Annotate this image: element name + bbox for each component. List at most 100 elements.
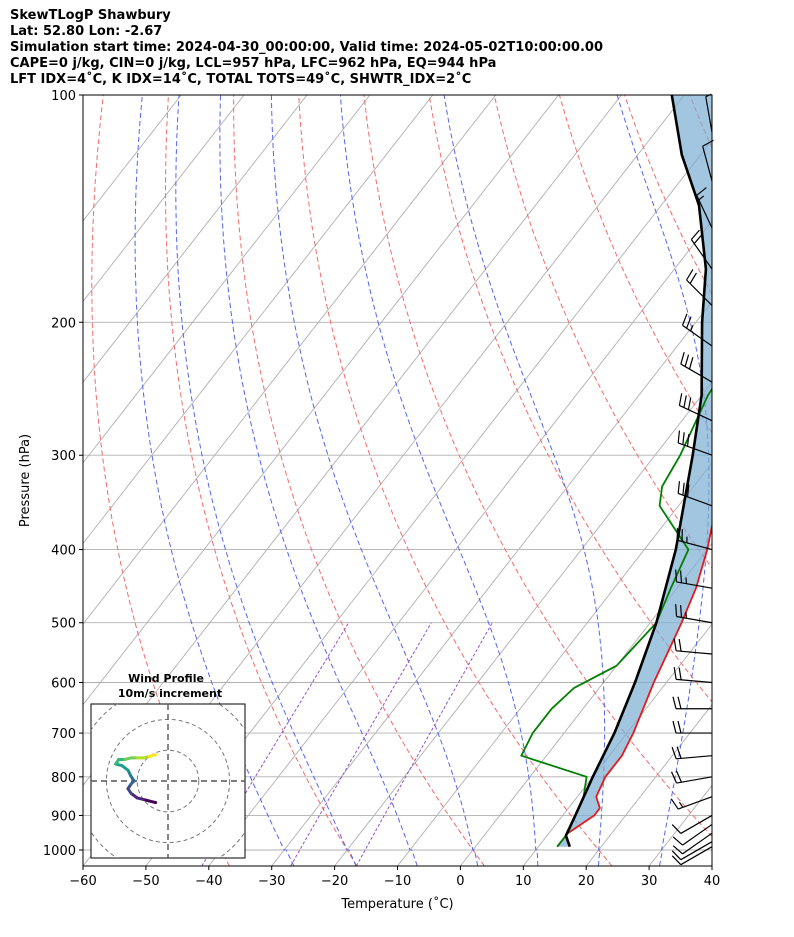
wind-barb-flag: [686, 433, 690, 447]
mixing-ratio-line: [290, 622, 432, 866]
x-tick-label: 40: [704, 874, 721, 889]
chart-title-line-2: Lat: 52.80 Lon: -2.67: [10, 24, 163, 39]
y-tick-label: 600: [51, 677, 76, 692]
wind-barb: [690, 229, 713, 270]
wind-barb-shaft: [682, 832, 713, 855]
x-tick-label: 30: [641, 874, 658, 889]
isotherm-line: [460, 542, 712, 866]
hodograph-segment: [148, 753, 158, 758]
dewpoint-line: [520, 387, 712, 848]
wind-barb-shaft: [696, 195, 713, 229]
wind-profile-inset: Wind Profile 10m/s increment: [90, 672, 246, 859]
wind-barb-flag: [683, 395, 687, 408]
moist-adiabat-line: [134, 95, 295, 866]
wind-barb-shaft: [680, 814, 713, 834]
wind-barb-flag: [671, 850, 682, 861]
dry-adiabat-line: [755, 95, 794, 866]
wind-barb-flag: [675, 604, 678, 617]
wind-barbs: [670, 93, 714, 866]
plot-axes: −60 −50 −40 −30 −20 −10 0 10 20 30 40 100 200 300 400 5…: [18, 89, 720, 912]
wind-barb-flag: [672, 836, 683, 846]
isotherm-line: [334, 381, 712, 866]
wind-barb-shaft: [679, 404, 713, 422]
dry-adiabat-line: [233, 95, 485, 866]
dry-adiabat-line: [363, 95, 712, 838]
wind-barb-shaft: [677, 492, 713, 507]
y-tick-label: 200: [51, 316, 76, 331]
wind-barb: [673, 638, 713, 655]
wind-barb: [702, 139, 714, 182]
wind-barb-shaft: [676, 755, 713, 760]
wind-barb-flag: [673, 667, 677, 680]
wind-barb-flag: [671, 746, 677, 760]
wind-barb: [675, 604, 713, 624]
y-tick-label: 700: [51, 727, 76, 742]
dry-adiabat-line: [493, 95, 712, 569]
wind-barb-flag: [690, 229, 700, 240]
x-tick-label: 0: [456, 874, 464, 889]
wind-barb-flag: [680, 570, 683, 583]
wind-barb: [678, 393, 713, 422]
wind-barb-flag: [675, 770, 683, 783]
wind-barb-flag: [672, 720, 677, 734]
y-tick-label: 900: [51, 809, 76, 824]
wind-barb: [675, 569, 713, 589]
wind-barb-flag: [681, 313, 688, 326]
wind-barb-shaft: [705, 96, 713, 133]
wind-barb-flag: [687, 397, 692, 410]
wind-barb: [672, 832, 713, 855]
isotherm-line: [83, 95, 371, 464]
wind-barb: [670, 770, 713, 784]
wind-barb-shaft: [702, 146, 713, 182]
wind-barb-shaft: [676, 615, 713, 624]
wind-barb-flag: [678, 638, 682, 652]
y-axis-label: Pressure (hPa): [18, 434, 33, 527]
x-tick-label: −50: [132, 874, 159, 889]
x-tick-label: 10: [515, 874, 532, 889]
wind-barb-flag: [696, 187, 707, 196]
wind-barb-flag: [677, 430, 681, 443]
moist-adiabat-line: [339, 95, 539, 866]
x-tick-label: −10: [384, 874, 411, 889]
x-tick-label: 20: [578, 874, 595, 889]
mixing-ratio-line: [355, 622, 493, 866]
wind-barb-half-flag: [698, 195, 705, 201]
isotherm-line: [83, 95, 497, 625]
wind-barb: [672, 823, 713, 846]
wind-barb-shaft: [677, 539, 713, 551]
wind-barb-shaft: [690, 239, 713, 270]
wind-barb-flag: [672, 845, 683, 855]
moist-adiabat-line: [270, 95, 479, 866]
chart-title-line-1: SkewTLogP Shawbury: [10, 8, 171, 23]
wind-barb-shaft: [686, 279, 713, 306]
wind-barb-flag: [677, 696, 682, 709]
wind-barb: [705, 93, 713, 133]
wind-barb-flag: [671, 824, 682, 834]
wind-barb: [673, 667, 713, 684]
wind-barb-flag: [693, 233, 703, 244]
wind-barb: [676, 527, 713, 551]
wind-barb-flag: [686, 484, 690, 497]
wind-barb-flag: [686, 269, 694, 281]
y-tick-label: 400: [51, 544, 76, 559]
wind-barb-flag: [677, 481, 681, 494]
wind-barb: [677, 430, 713, 456]
x-tick-label: −40: [195, 874, 222, 889]
x-tick-label: −20: [321, 874, 348, 889]
wind-barb-flag: [682, 482, 685, 496]
wind-barb-flag: [672, 696, 677, 709]
isotherm-line: [83, 95, 559, 706]
isotherm-line: [271, 300, 712, 866]
mixing-ratio-line: [201, 622, 350, 866]
wind-barb-shaft: [682, 823, 713, 846]
hodograph-ring: [136, 749, 200, 813]
wind-barb-half-flag: [705, 93, 712, 98]
wind-barb-flag: [670, 771, 678, 784]
wind-barb: [681, 313, 713, 347]
wind-barb: [671, 841, 713, 861]
wind-barb-flag: [670, 798, 679, 810]
wind-barb: [671, 814, 713, 834]
wind-barb-flag: [680, 352, 685, 365]
y-tick-label: 500: [51, 617, 76, 632]
wind-barb: [672, 720, 712, 734]
